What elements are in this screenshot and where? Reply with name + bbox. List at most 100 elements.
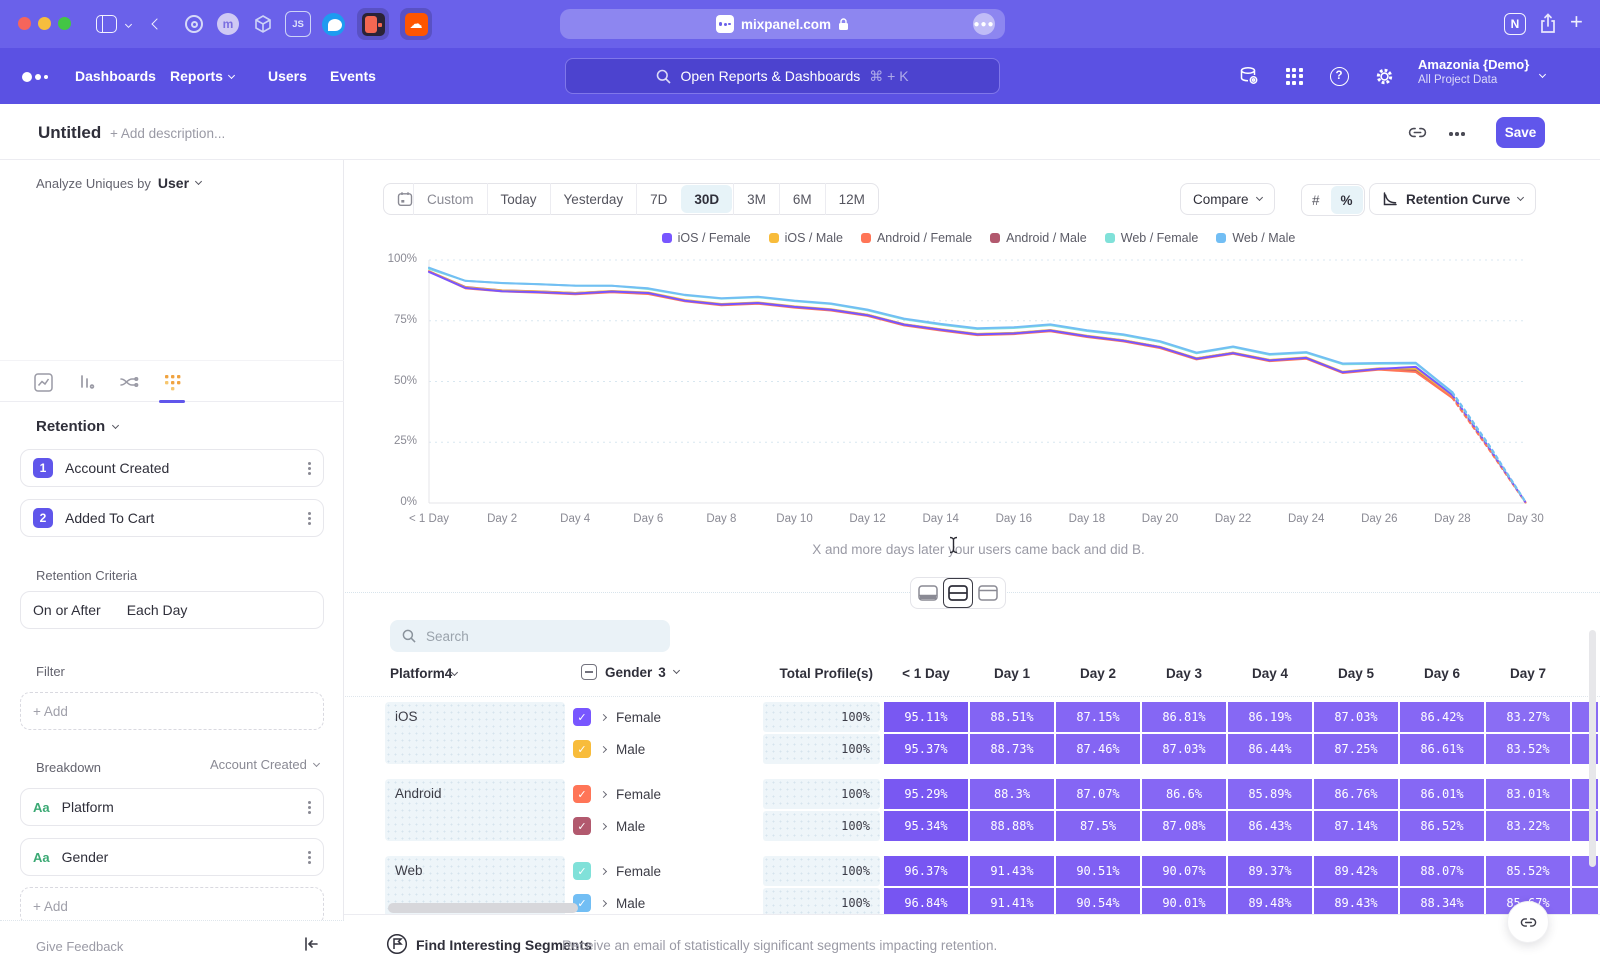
gender-cell[interactable]: ✓Male (573, 894, 755, 912)
sidebar-toggle-icon[interactable] (96, 15, 117, 33)
step-card-1[interactable]: 1 Account Created (20, 449, 324, 487)
new-tab-icon[interactable]: + (1570, 9, 1583, 35)
column-header-day[interactable]: Day 3 (1142, 666, 1226, 681)
breakdown-card-platform[interactable]: Aa Platform (20, 788, 324, 826)
ring-extension-icon[interactable] (181, 11, 207, 37)
apps-grid-icon[interactable] (1283, 65, 1305, 87)
expand-row-icon[interactable] (600, 899, 607, 906)
step-card-2[interactable]: 2 Added To Cart (20, 499, 324, 537)
vertical-scrollbar[interactable] (1589, 630, 1596, 867)
unit-absolute[interactable]: # (1302, 184, 1330, 216)
retention-value-cell[interactable]: 90.51% (1056, 856, 1140, 886)
retention-value-cell[interactable]: 87.25% (1314, 734, 1398, 764)
soundcloud-extension-icon[interactable]: ☁ (403, 11, 429, 37)
global-search-button[interactable]: Open Reports & Dashboards ⌘ + K (565, 58, 1000, 94)
data-management-icon[interactable] (1238, 65, 1260, 87)
column-header-day[interactable]: Day 7 (1486, 666, 1570, 681)
retention-value-cell[interactable]: 88.3% (970, 779, 1054, 809)
table-search-input[interactable]: Search (390, 620, 670, 652)
column-header-day[interactable]: Day 2 (1056, 666, 1140, 681)
red-tile-extension-icon[interactable] (360, 11, 386, 37)
retention-criteria-card[interactable]: On or After Each Day (20, 591, 324, 629)
share-link-fab[interactable] (1507, 901, 1549, 943)
retention-value-cell[interactable]: 86.19% (1228, 702, 1312, 732)
compare-button[interactable]: Compare (1180, 183, 1275, 215)
retention-value-cell[interactable]: 87.5% (1056, 811, 1140, 841)
gender-cell[interactable]: ✓Female (573, 862, 755, 880)
legend-item[interactable]: Web / Female (1105, 231, 1199, 245)
retention-value-cell[interactable]: 90.54% (1056, 888, 1140, 915)
retention-value-cell[interactable]: 87.15% (1056, 702, 1140, 732)
gender-cell[interactable]: ✓Female (573, 785, 755, 803)
retention-value-cell[interactable]: 91.41% (970, 888, 1054, 915)
legend-item[interactable]: iOS / Female (662, 231, 751, 245)
date-range-custom[interactable]: Custom (413, 183, 487, 215)
retention-value-cell[interactable]: 85.89% (1228, 779, 1312, 809)
retention-value-cell[interactable]: 86.76% (1314, 779, 1398, 809)
expand-row-icon[interactable] (600, 790, 607, 797)
breakdown-scope-select[interactable]: Account Created (210, 757, 319, 772)
retention-value-cell[interactable]: 88.51% (970, 702, 1054, 732)
retention-value-cell[interactable]: 96.84% (884, 888, 968, 915)
column-header-day[interactable]: < 1 Day (884, 666, 968, 681)
retention-value-cell[interactable]: 87.46% (1056, 734, 1140, 764)
share-icon[interactable] (1538, 12, 1558, 36)
gender-column-header[interactable]: Gender3 (581, 664, 679, 680)
date-range-12m[interactable]: 12M (825, 183, 878, 215)
help-icon[interactable]: ? (1328, 65, 1350, 87)
retention-value-cell[interactable]: 83.22% (1486, 811, 1570, 841)
total-profiles-header[interactable]: Total Profile(s) (763, 666, 873, 681)
retention-value-cell[interactable]: 86.44% (1228, 734, 1312, 764)
retention-value-cell[interactable]: 95.11% (884, 702, 968, 732)
expand-row-icon[interactable] (600, 745, 607, 752)
copy-link-icon[interactable] (1408, 123, 1427, 142)
series-line-android-female[interactable] (429, 271, 1452, 398)
retention-value-cell[interactable]: 86.52% (1400, 811, 1484, 841)
retention-value-cell[interactable]: 87.07% (1056, 779, 1140, 809)
tab-retention[interactable] (158, 369, 186, 395)
retention-value-cell[interactable]: 90.07% (1142, 856, 1226, 886)
retention-value-cell[interactable]: 83.27% (1486, 702, 1570, 732)
retention-value-cell[interactable]: 87.03% (1142, 734, 1226, 764)
retention-value-cell[interactable]: 95.29% (884, 779, 968, 809)
cube-extension-icon[interactable] (250, 11, 276, 37)
retention-value-cell[interactable]: 90.01% (1142, 888, 1226, 915)
settings-gear-icon[interactable] (1373, 65, 1395, 87)
retention-value-cell[interactable]: 88.34% (1400, 888, 1484, 915)
breakdown-property[interactable]: Gender (62, 849, 296, 865)
extensions-more-icon[interactable]: ●●● (973, 13, 995, 35)
retention-value-cell[interactable]: 89.48% (1228, 888, 1312, 915)
breakdown-menu-icon[interactable] (308, 856, 311, 859)
tab-flows[interactable] (115, 369, 143, 395)
retention-section-title[interactable]: Retention (36, 418, 105, 435)
tab-funnels[interactable] (72, 369, 100, 395)
horizontal-scrollbar[interactable] (388, 903, 578, 913)
retention-value-cell[interactable]: 86.42% (1400, 702, 1484, 732)
criteria-interval[interactable]: Each Day (127, 602, 188, 618)
date-range-7d[interactable]: 7D (636, 183, 680, 215)
step-menu-icon[interactable] (308, 517, 311, 520)
js-extension-icon[interactable]: JS (285, 11, 311, 37)
notion-icon[interactable]: N (1504, 13, 1526, 35)
expand-row-icon[interactable] (600, 867, 607, 874)
more-options-icon[interactable] (1455, 132, 1459, 136)
view-chart-only-button[interactable] (913, 578, 943, 608)
step-event-name[interactable]: Added To Cart (65, 510, 296, 526)
retention-value-cell[interactable]: 86.81% (1142, 702, 1226, 732)
date-range-6m[interactable]: 6M (779, 183, 825, 215)
retention-value-cell[interactable]: 87.14% (1314, 811, 1398, 841)
tab-insights[interactable] (29, 369, 57, 395)
retention-value-cell[interactable]: 96.37% (884, 856, 968, 886)
date-range-yesterday[interactable]: Yesterday (550, 183, 637, 215)
mixpanel-logo[interactable] (22, 72, 48, 82)
column-header-day[interactable]: Day 4 (1228, 666, 1312, 681)
criteria-mode[interactable]: On or After (33, 602, 101, 618)
legend-item[interactable]: Android / Female (861, 231, 972, 245)
tabs-chevron-icon[interactable] (125, 21, 132, 28)
chart-type-button[interactable]: Retention Curve (1369, 183, 1536, 215)
filter-add-button[interactable]: + Add (20, 692, 324, 730)
column-header-day[interactable]: Day 6 (1400, 666, 1484, 681)
platform-column-header[interactable]: Platform4 (390, 666, 457, 681)
gender-cell[interactable]: ✓Female (573, 708, 755, 726)
give-feedback-link[interactable]: Give Feedback (36, 939, 123, 954)
